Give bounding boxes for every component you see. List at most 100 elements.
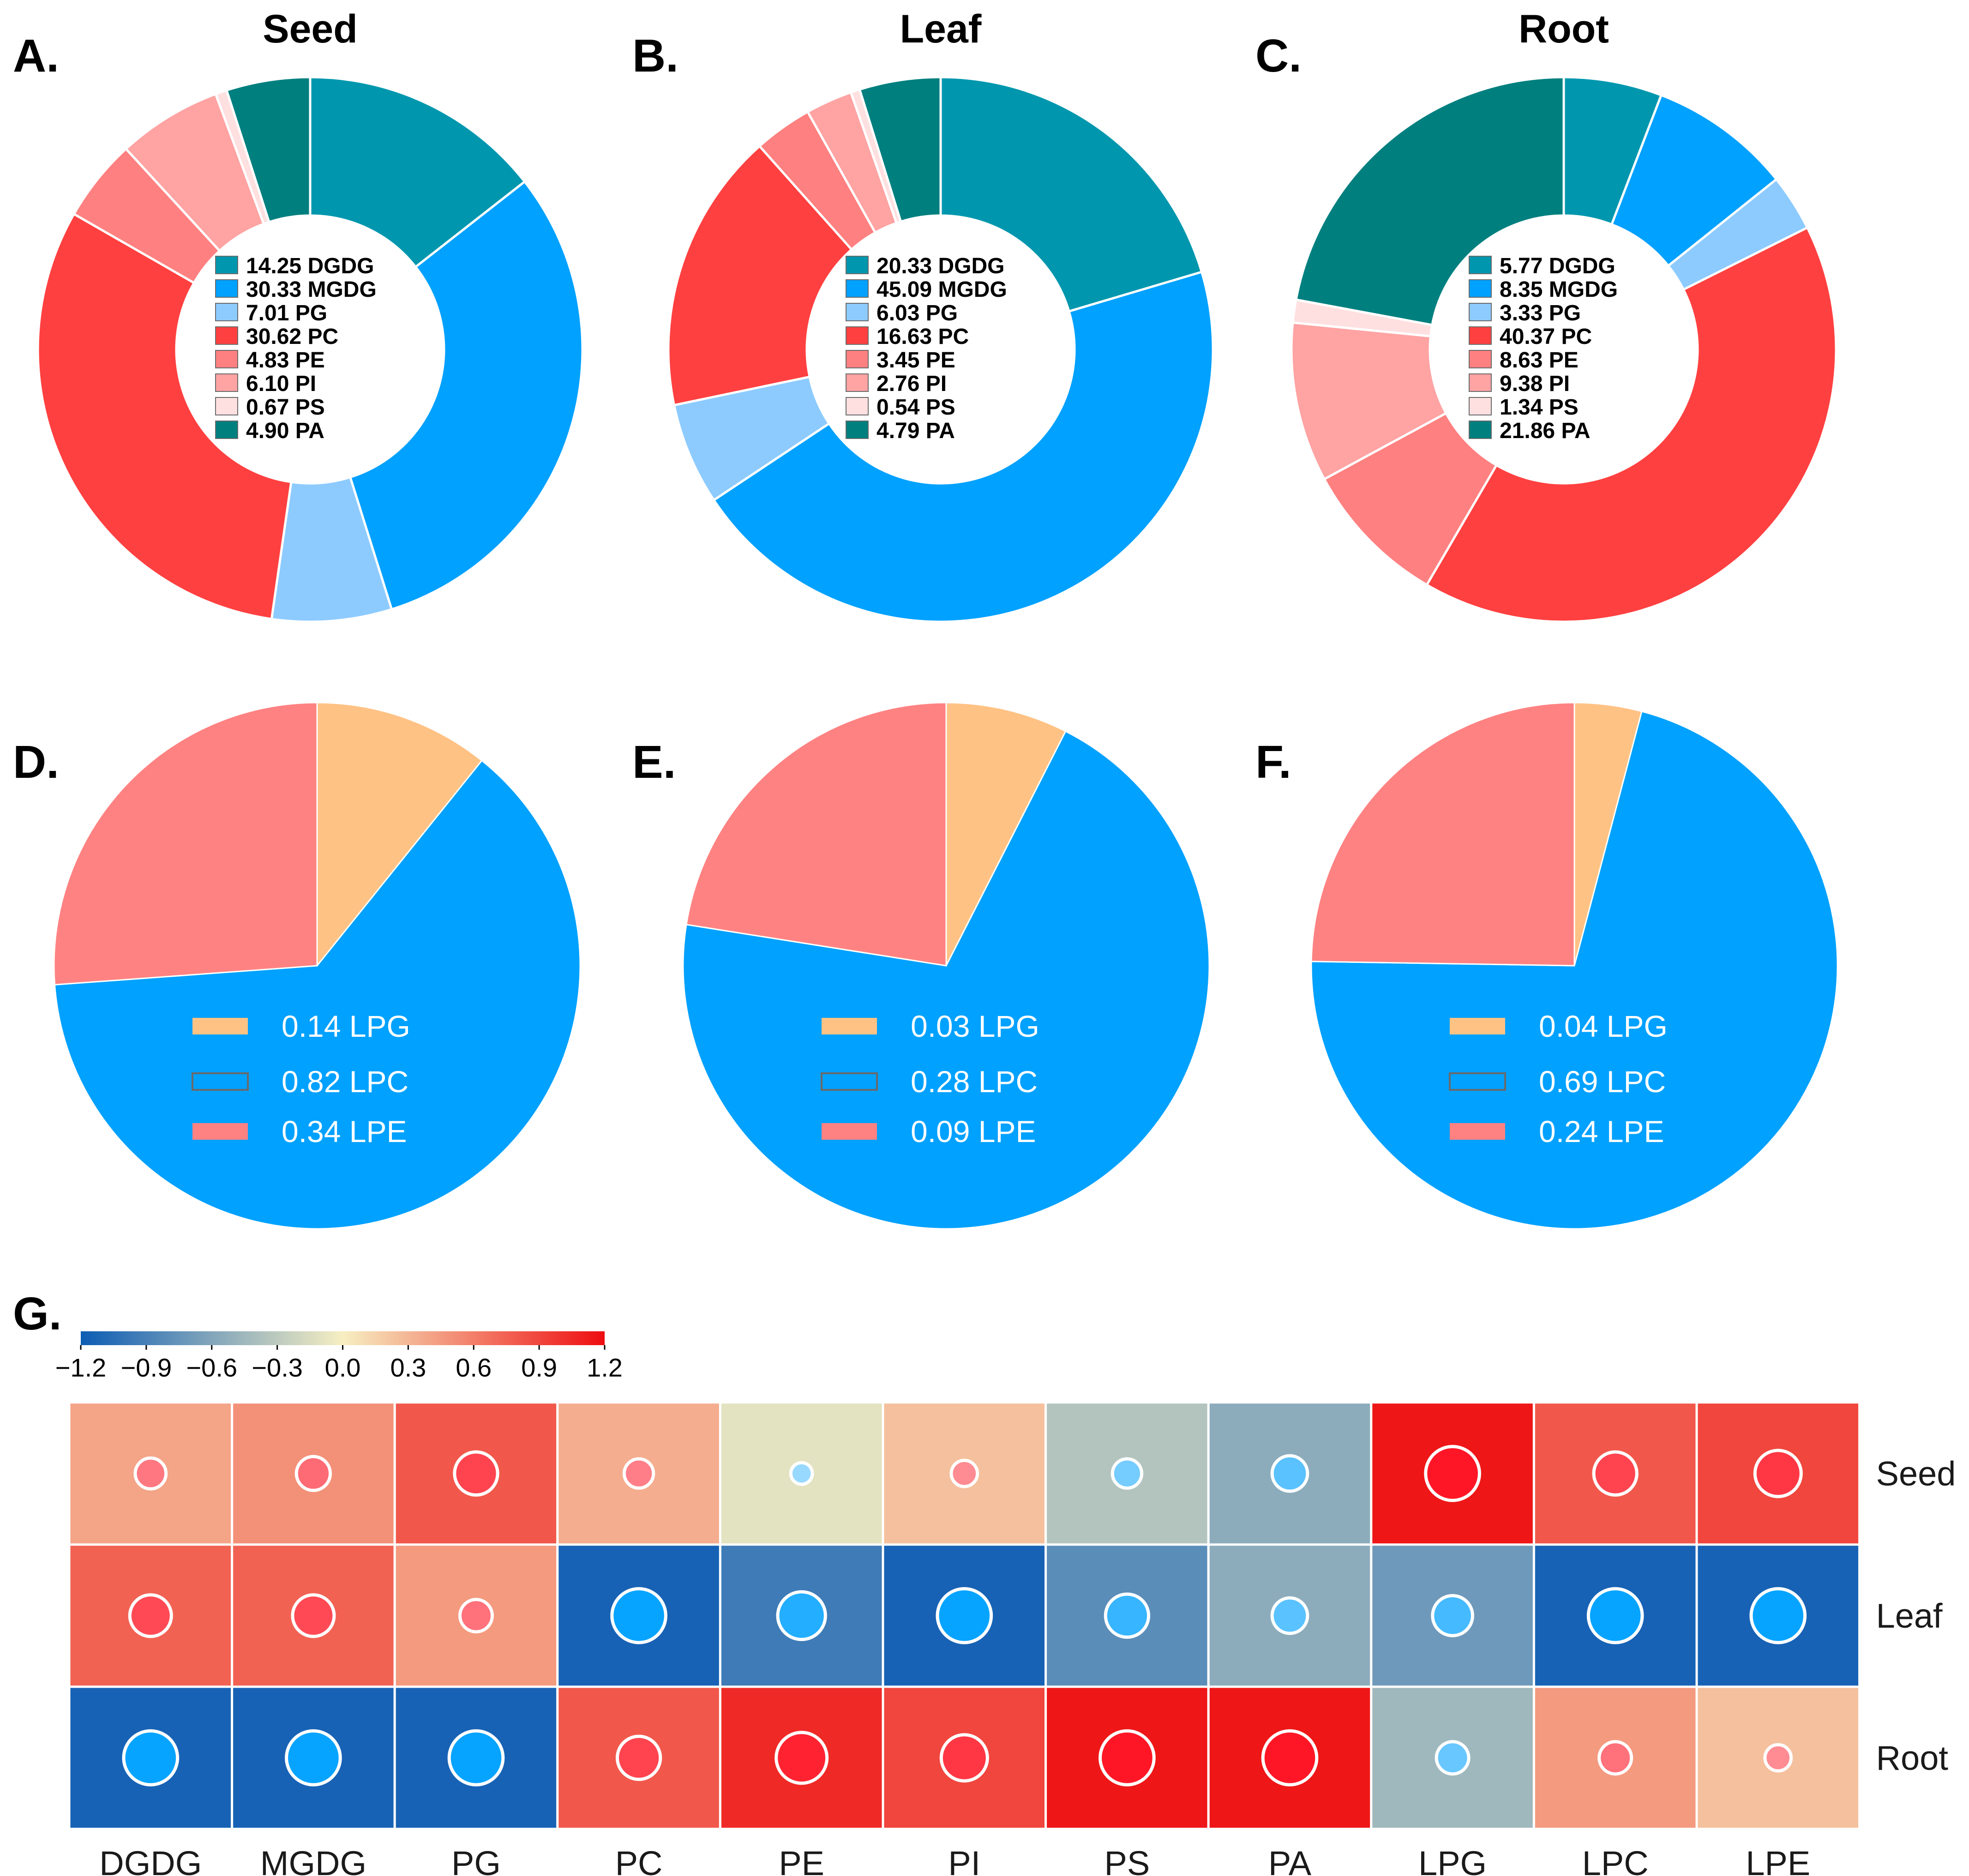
heatmap-col-label-ps: PS	[1105, 1844, 1150, 1876]
donut-root-legend-swatch-pa	[1469, 421, 1492, 439]
heatmap-bubble-seed-pe	[789, 1461, 814, 1486]
pie-f--slice-lpe	[1310, 702, 1575, 967]
donut-leaf-legend-swatch-ps	[846, 397, 869, 415]
heatmap-bubble-root-mgdg	[285, 1729, 342, 1786]
pie-d--legend-swatch-lpg	[192, 1018, 248, 1034]
donut-root-legend-label-pa: 21.86 PA	[1500, 419, 1591, 443]
donut-seed-legend-swatch-pa	[215, 421, 238, 439]
pie-f--legend-label-lpe: 0.24 LPE	[1539, 1114, 1664, 1148]
donut-root-legend-swatch-mgdg	[1469, 279, 1492, 298]
donut-root-legend-swatch-dgdg	[1469, 256, 1492, 274]
colorbar-tick-label-6: 0.6	[456, 1353, 492, 1382]
heatmap-bubble-root-pa	[1261, 1729, 1319, 1786]
pie-f--legend-swatch-lpe	[1450, 1123, 1505, 1140]
heatmap-bubble-seed-dgdg	[133, 1456, 168, 1491]
donut-seed-legend-swatch-pg	[215, 303, 238, 321]
donut-leaf-slice-pa	[858, 76, 942, 223]
donut-seed-legend-swatch-pe	[215, 350, 238, 368]
pie-e--slice-lpg	[945, 702, 1067, 966]
heatmap-bubble-root-pg	[447, 1729, 505, 1786]
heatmap-row-label-seed: Seed	[1876, 1455, 1956, 1493]
heatmap-bubble-root-pc	[615, 1734, 662, 1781]
donut-root-slice-mgdg	[1610, 93, 1778, 268]
pie-e--slice-lpc	[682, 730, 1210, 1230]
pie-f--legend-swatch-lpc	[1449, 1072, 1506, 1091]
donut-seed-legend-label-dgdg: 14.25 DGDG	[246, 254, 374, 278]
donut-seed-legend-label-pg: 7.01 PG	[246, 301, 327, 325]
title-seed: Seed	[263, 7, 358, 51]
pie-d--slice-lpc	[54, 759, 581, 1230]
pie-e--legend-swatch-lpg	[822, 1018, 877, 1034]
pie-e--legend-label-lpe: 0.09 LPE	[911, 1114, 1036, 1148]
heatmap-col-label-pc: PC	[615, 1844, 663, 1876]
heatmap-bubble-seed-lpe	[1753, 1449, 1803, 1498]
donut-root-slice-pc	[1425, 226, 1837, 623]
heatmap-col-label-dgdg: DGDG	[99, 1844, 202, 1876]
panel-letter-e: E.	[632, 736, 676, 788]
donut-root-legend-swatch-pi	[1469, 373, 1492, 392]
donut-leaf-slice-dgdg	[939, 76, 1203, 313]
donut-root-legend-label-pc: 40.37 PC	[1500, 325, 1592, 349]
heatmap-bubble-seed-lpg	[1424, 1445, 1481, 1502]
donut-leaf-legend-label-pi: 2.76 PI	[876, 372, 947, 396]
colorbar-tick-label-1: −0.9	[121, 1353, 172, 1382]
donut-seed-legend-label-pc: 30.62 PC	[246, 325, 338, 349]
donut-root-legend-swatch-ps	[1469, 397, 1492, 415]
heatmap-bubble-leaf-mgdg	[291, 1593, 336, 1638]
donut-seed-legend-label-pi: 6.10 PI	[246, 372, 316, 396]
donut-root-legend-swatch-pc	[1469, 326, 1492, 345]
heatmap-bubble-root-pi	[939, 1733, 989, 1783]
heatmap-col-label-pg: PG	[451, 1844, 501, 1876]
donut-seed-slice-pc	[36, 212, 293, 620]
donut-leaf-legend-label-mgdg: 45.09 MGDG	[876, 277, 1007, 302]
colorbar-tick-label-7: 0.9	[521, 1353, 557, 1382]
donut-leaf-legend-swatch-pe	[846, 350, 869, 368]
pie-d--legend-label-lpg: 0.14 LPG	[282, 1009, 410, 1043]
pie-d--slice-lpe	[53, 702, 318, 986]
donut-seed-slice-pa	[225, 76, 312, 224]
heatmap-col-label-lpg: LPG	[1418, 1844, 1487, 1876]
heatmap-bubble-seed-lpc	[1592, 1450, 1639, 1497]
heatmap-bubble-root-lpc	[1597, 1740, 1633, 1776]
pie-d--legend-swatch-lpe	[192, 1123, 248, 1140]
heatmap-bubble-seed-pc	[622, 1457, 655, 1490]
heatmap-row-label-root: Root	[1876, 1739, 1949, 1777]
donut-seed-legend-swatch-mgdg	[215, 279, 238, 298]
donut-seed-legend-swatch-pi	[215, 373, 238, 392]
donut-leaf-slice-mgdg	[712, 270, 1214, 623]
panel-letter-c: C.	[1255, 30, 1302, 82]
donut-leaf-legend-label-ps: 0.54 PS	[876, 395, 955, 420]
pie-f--legend-label-lpc: 0.69 LPC	[1539, 1064, 1666, 1099]
donut-root-slice-pa	[1295, 76, 1565, 326]
panel-letter-g: G.	[13, 1288, 62, 1340]
donut-leaf-legend-swatch-pa	[846, 421, 869, 439]
heatmap-bubble-leaf-dgdg	[128, 1593, 173, 1638]
donut-seed-legend-label-mgdg: 30.33 MGDG	[246, 277, 377, 302]
panel-letter-a: A.	[13, 30, 59, 82]
donut-seed-legend-label-pe: 4.83 PE	[246, 348, 325, 373]
donut-leaf-legend-label-pg: 6.03 PG	[876, 301, 958, 325]
donut-root-legend-label-ps: 1.34 PS	[1500, 395, 1579, 420]
colorbar-tick-label-8: 1.2	[587, 1353, 623, 1382]
pie-e--legend-label-lpc: 0.28 LPC	[911, 1064, 1038, 1099]
colorbar-tick-label-0: −1.2	[55, 1353, 107, 1382]
heatmap-bubble-leaf-lpc	[1586, 1587, 1644, 1644]
pie-f--legend-label-lpg: 0.04 LPG	[1539, 1009, 1668, 1043]
pie-f--slice-lpc	[1310, 710, 1838, 1230]
donut-leaf-slice-pc	[667, 144, 853, 407]
colorbar-tick-label-4: 0.0	[325, 1353, 361, 1382]
donut-leaf-legend-label-dgdg: 20.33 DGDG	[876, 254, 1004, 278]
pie-e--legend-label-lpg: 0.03 LPG	[911, 1009, 1039, 1043]
heatmap-bubble-root-dgdg	[122, 1729, 180, 1786]
heatmap-bubble-seed-pi	[949, 1459, 979, 1488]
donut-root-legend-label-pg: 3.33 PG	[1500, 301, 1581, 325]
donut-seed-legend-swatch-ps	[215, 397, 238, 415]
heatmap-bubble-root-ps	[1099, 1729, 1156, 1786]
donut-leaf-legend-swatch-dgdg	[846, 256, 869, 274]
heatmap-bubble-leaf-pi	[936, 1587, 993, 1644]
colorbar	[81, 1331, 605, 1345]
heatmap-bubble-seed-pg	[453, 1450, 499, 1497]
donut-leaf-legend-label-pe: 3.45 PE	[876, 348, 955, 373]
heatmap-bubble-root-lpe	[1763, 1743, 1793, 1773]
